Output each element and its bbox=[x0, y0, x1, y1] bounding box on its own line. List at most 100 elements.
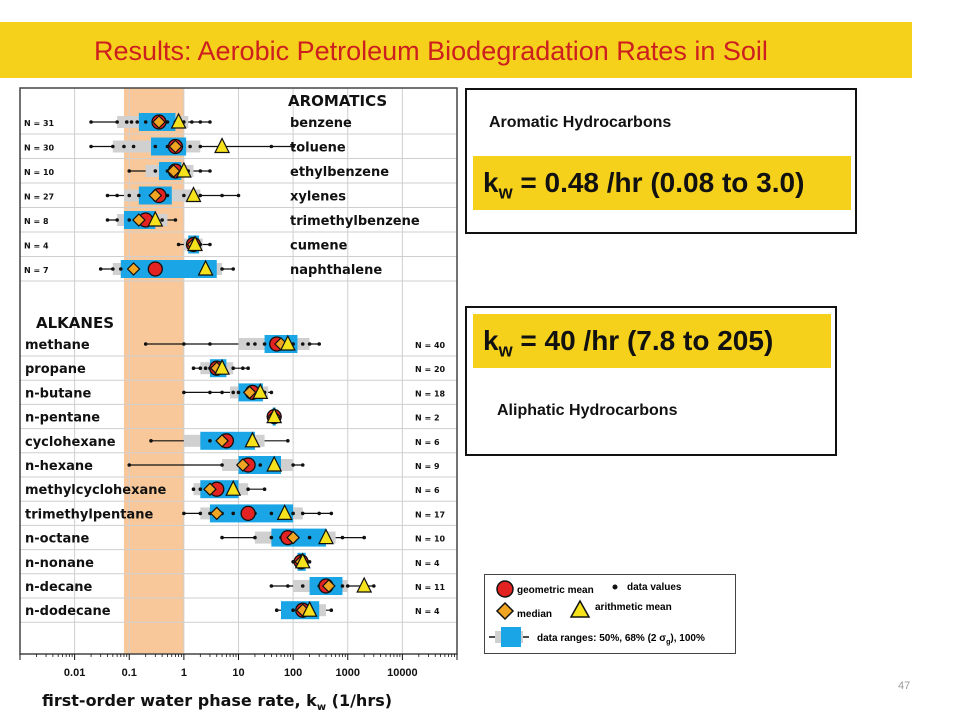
group-heading: AROMATICS bbox=[288, 92, 387, 110]
data-point bbox=[208, 242, 212, 247]
data-point bbox=[253, 342, 257, 346]
data-point bbox=[291, 511, 295, 516]
data-point bbox=[291, 463, 295, 467]
row-n-count: N = 30 bbox=[24, 144, 55, 153]
data-point bbox=[191, 366, 196, 371]
row-label: benzene bbox=[290, 116, 352, 131]
data-point bbox=[143, 342, 148, 346]
row-n-count: N = 6 bbox=[415, 486, 440, 495]
median-marker bbox=[152, 115, 166, 129]
data-point bbox=[191, 487, 196, 492]
data-point bbox=[208, 120, 212, 124]
legend-svg: geometric mean data values median arithm… bbox=[489, 580, 705, 647]
data-point bbox=[317, 511, 321, 516]
legend-median-marker bbox=[495, 601, 515, 621]
data-point bbox=[115, 120, 119, 124]
row-label: n-dodecane bbox=[25, 604, 111, 619]
data-point bbox=[115, 193, 119, 198]
aromatic-heading: Aromatic Hydrocarbons bbox=[489, 114, 672, 131]
legend-ranges-prefix: data ranges: 50%, 68% (2 bbox=[537, 633, 659, 644]
median-marker bbox=[203, 482, 217, 497]
arithmetic-mean-marker bbox=[279, 334, 296, 351]
data-point bbox=[307, 342, 312, 346]
aromatic-summary-box: Aromatic Hydrocarbons kw = 0.48 /hr (0.0… bbox=[465, 88, 857, 234]
data-point bbox=[198, 193, 203, 198]
data-point bbox=[127, 218, 132, 222]
legend-ranges-sub: g bbox=[666, 639, 670, 646]
x-tick-label: 0.01 bbox=[64, 667, 85, 679]
legend-geo-mean-marker bbox=[496, 580, 514, 598]
x-axis-label-main: first-order water phase rate, k bbox=[42, 691, 317, 710]
data-point bbox=[122, 144, 126, 149]
row-n-count: N = 10 bbox=[415, 535, 446, 544]
data-point bbox=[258, 463, 263, 467]
legend-data-values-label: data values bbox=[627, 582, 682, 593]
x-axis-label-sub: w bbox=[317, 702, 326, 713]
arithmetic-mean-marker bbox=[301, 600, 318, 617]
row-n-count: N = 17 bbox=[415, 510, 445, 519]
data-point bbox=[188, 144, 192, 149]
row-label: n-pentane bbox=[25, 411, 100, 426]
data-point bbox=[246, 366, 250, 371]
group-heading: ALKANES bbox=[36, 314, 114, 332]
data-point bbox=[274, 608, 279, 612]
data-point bbox=[241, 366, 245, 371]
data-point bbox=[340, 584, 345, 588]
arithmetic-mean-marker bbox=[266, 407, 283, 424]
data-point bbox=[362, 535, 366, 540]
aliphatic-k-value: kw = 40 /hr (7.8 to 205) bbox=[473, 314, 831, 368]
row-label: n-octane bbox=[25, 532, 90, 547]
data-point bbox=[118, 267, 123, 271]
aromatic-k-prefix: k bbox=[483, 167, 499, 198]
arithmetic-mean-marker bbox=[147, 210, 164, 227]
arithmetic-mean-marker bbox=[214, 137, 231, 154]
data-point bbox=[300, 511, 305, 516]
geometric-mean-marker bbox=[240, 505, 256, 522]
x-axis-label-unit: (1/hrs) bbox=[326, 691, 392, 710]
aliphatic-k-sub: w bbox=[498, 340, 513, 361]
data-point bbox=[208, 439, 212, 443]
row-n-count: N = 18 bbox=[415, 389, 446, 398]
data-point bbox=[198, 487, 203, 492]
data-point bbox=[131, 144, 136, 149]
data-point bbox=[262, 487, 267, 492]
data-point bbox=[208, 169, 212, 173]
data-point bbox=[220, 267, 224, 271]
data-point bbox=[98, 267, 103, 271]
arithmetic-mean-marker bbox=[266, 455, 283, 472]
data-point bbox=[198, 511, 203, 516]
data-point bbox=[182, 193, 186, 198]
page-number: 47 bbox=[898, 680, 911, 692]
arithmetic-mean-marker bbox=[175, 161, 192, 178]
aliphatic-heading: Aliphatic Hydrocarbons bbox=[497, 402, 678, 419]
data-point bbox=[329, 511, 334, 516]
arithmetic-mean-marker bbox=[214, 358, 231, 375]
row-n-count: N = 8 bbox=[24, 217, 49, 226]
data-point bbox=[269, 535, 274, 540]
row-label: xylenes bbox=[290, 190, 346, 205]
aliphatic-summary-box: kw = 40 /hr (7.8 to 205) Aliphatic Hydro… bbox=[465, 306, 837, 456]
legend-range-50 bbox=[501, 627, 521, 647]
data-point bbox=[269, 584, 274, 588]
arithmetic-mean-marker bbox=[225, 479, 242, 496]
row-label: n-nonane bbox=[25, 556, 94, 571]
median-marker bbox=[286, 530, 300, 545]
arithmetic-mean-marker bbox=[356, 576, 373, 593]
aliphatic-k-prefix: k bbox=[483, 325, 499, 356]
data-point bbox=[300, 463, 305, 467]
data-point bbox=[89, 120, 93, 124]
row-label: n-butane bbox=[25, 386, 91, 401]
data-point bbox=[190, 120, 194, 124]
data-point bbox=[300, 342, 305, 346]
arithmetic-mean-marker bbox=[187, 235, 203, 252]
data-point bbox=[231, 366, 236, 371]
row-n-count: N = 4 bbox=[24, 242, 49, 251]
row-label: methane bbox=[25, 338, 90, 353]
data-point bbox=[372, 584, 376, 588]
data-point bbox=[208, 390, 212, 395]
data-point bbox=[262, 342, 267, 346]
aromatic-k-sub: w bbox=[498, 182, 513, 203]
data-point bbox=[291, 144, 295, 149]
data-point bbox=[208, 342, 212, 346]
data-point bbox=[135, 120, 140, 124]
